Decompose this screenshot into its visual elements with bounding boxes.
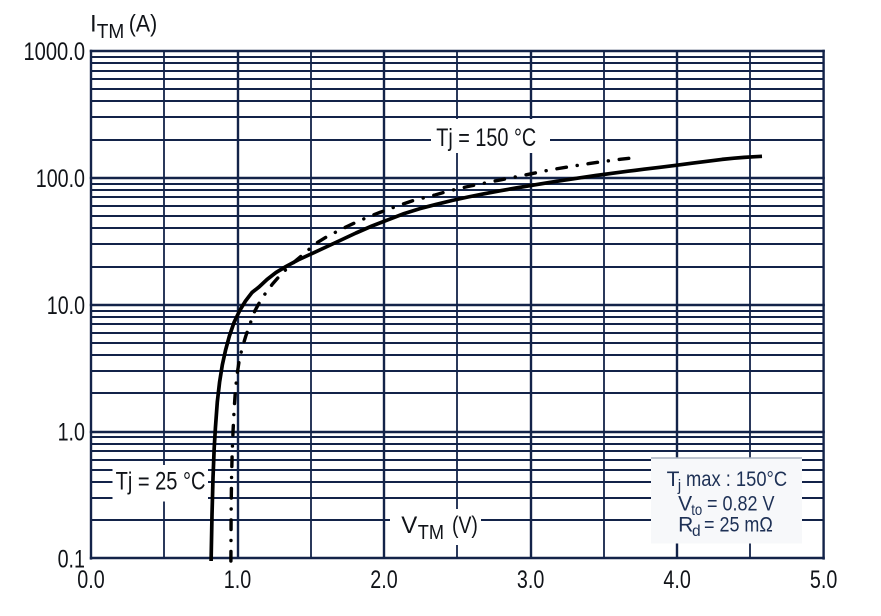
svg-text:1.0: 1.0 [224, 566, 251, 594]
svg-text:2.0: 2.0 [370, 566, 397, 594]
svg-text:= 0.82 V: = 0.82 V [707, 492, 775, 515]
svg-text:100.0: 100.0 [36, 165, 85, 193]
svg-text:0.0: 0.0 [77, 566, 104, 594]
svg-text:(V): (V) [452, 512, 478, 539]
svg-text:R: R [678, 514, 693, 537]
svg-text:5.0: 5.0 [810, 566, 837, 594]
svg-text:V: V [678, 492, 692, 515]
svg-text:d: d [692, 523, 701, 540]
svg-text:max : 150°C: max : 150°C [686, 468, 787, 491]
svg-text:j: j [677, 477, 681, 494]
svg-text:1000.0: 1000.0 [24, 38, 86, 66]
svg-text:TM: TM [418, 522, 444, 544]
svg-text:0.1: 0.1 [58, 546, 85, 574]
svg-text:T: T [667, 468, 680, 491]
svg-text:(A): (A) [129, 11, 157, 38]
svg-text:= 25 mΩ: = 25 mΩ [704, 514, 773, 537]
svg-text:Tj = 25 °C: Tj = 25 °C [116, 468, 206, 496]
svg-text:1.0: 1.0 [58, 419, 85, 447]
svg-text:I: I [90, 11, 97, 38]
svg-text:TM: TM [97, 21, 125, 43]
svg-text:10.0: 10.0 [47, 292, 85, 320]
svg-text:to: to [691, 502, 702, 519]
svg-text:3.0: 3.0 [517, 566, 544, 594]
svg-text:V: V [401, 512, 417, 539]
svg-text:Tj = 150 °C: Tj = 150 °C [436, 124, 536, 152]
svg-text:4.0: 4.0 [663, 566, 690, 594]
